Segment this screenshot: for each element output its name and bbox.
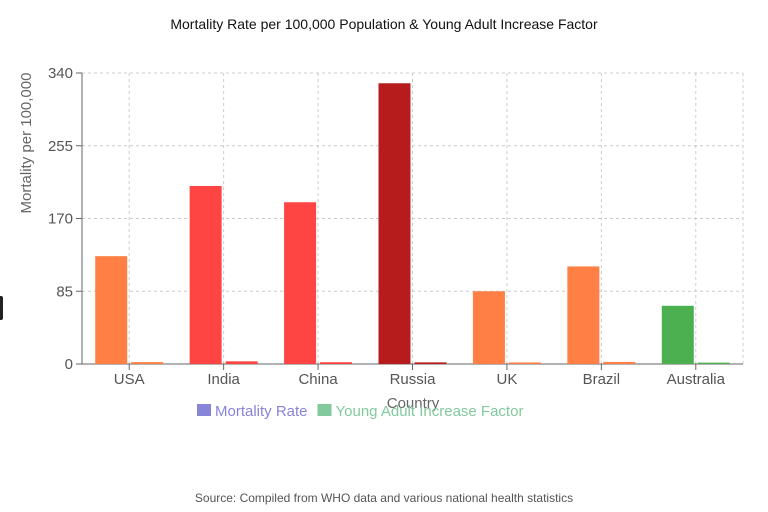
x-tick-label: UK (497, 371, 518, 388)
x-tick-label: USA (114, 371, 145, 388)
mortality-rate-bar-india (189, 185, 222, 364)
y-tick-labels: 0 85 170 255 340 (48, 65, 73, 373)
x-tick-label: Brazil (583, 371, 621, 388)
legend-label: Young Adult Increase Factor (336, 403, 524, 420)
y-tick-label: 170 (48, 211, 73, 228)
y-tick-label: 340 (48, 65, 73, 82)
legend-item: Young Adult Increase Factor (317, 403, 524, 420)
mortality-rate-bar-uk (472, 291, 505, 364)
x-tick-label: China (298, 371, 338, 388)
mortality-rate-bar-china (284, 202, 317, 364)
increase-factor-bar-usa (131, 362, 164, 364)
x-tick-label: Australia (667, 371, 726, 388)
mortality-rate-bar-usa (95, 256, 128, 364)
increase-factor-bar-australia (697, 362, 730, 364)
y-tick-label: 255 (48, 138, 73, 155)
increase-factor-bar-india (225, 361, 258, 364)
legend: Mortality Rate Young Adult Increase Facto… (197, 403, 523, 420)
y-tick-label: 85 (56, 283, 73, 300)
increase-factor-bar-china (320, 362, 353, 364)
x-tick-label: Russia (390, 371, 437, 388)
legend-label: Mortality Rate (215, 403, 308, 420)
increase-factor-bar-uk (508, 362, 541, 364)
y-tick-label: 0 (65, 356, 73, 373)
edge-marker (0, 296, 3, 320)
increase-factor-bar-brazil (603, 361, 636, 364)
mortality-rate-bar-australia (661, 305, 694, 364)
mortality-rate-bar-russia (378, 83, 411, 364)
legend-item: Mortality Rate (197, 403, 308, 420)
x-tick-labels: USA India China Russia UK Brazil Australia (114, 371, 726, 388)
legend-swatch (317, 404, 332, 416)
mortality-rate-bar-brazil (567, 266, 600, 364)
legend-swatch (197, 404, 211, 416)
source-note: Source: Compiled from WHO data and vario… (194, 491, 574, 505)
x-axis-title: Country (387, 395, 440, 412)
x-tick-label: India (207, 371, 240, 388)
grid-lines (82, 72, 744, 364)
bars (95, 83, 730, 364)
increase-factor-bar-russia (414, 362, 447, 364)
y-axis-title: Mortality per 100,000 (18, 73, 35, 214)
chart-title: Mortality Rate per 100,000 Population & … (170, 16, 598, 32)
